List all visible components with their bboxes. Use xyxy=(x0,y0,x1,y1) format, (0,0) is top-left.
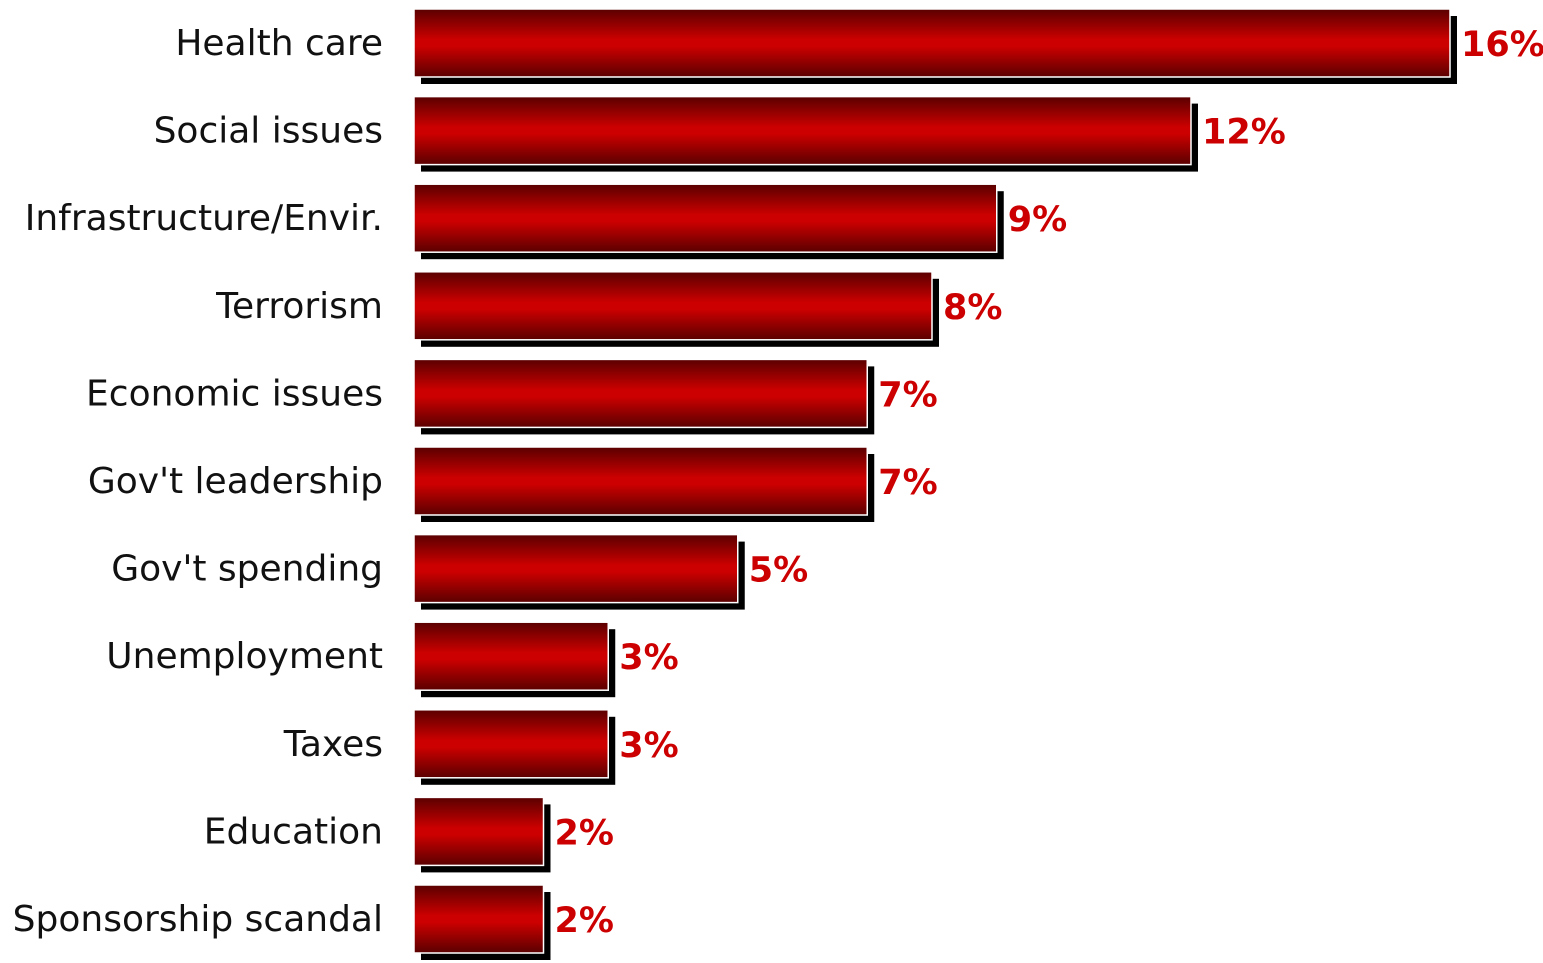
value-label: 7% xyxy=(878,463,937,503)
category-label: Infrastructure/Envir. xyxy=(25,198,383,239)
category-label: Health care xyxy=(175,23,383,64)
bar xyxy=(413,446,868,516)
bar xyxy=(413,796,545,867)
bar xyxy=(413,358,868,429)
value-label: 8% xyxy=(943,288,1002,328)
value-label: 5% xyxy=(749,551,808,591)
bar xyxy=(413,8,1451,78)
bar xyxy=(413,533,739,604)
category-label: Gov't leadership xyxy=(88,461,383,502)
value-label: 7% xyxy=(878,375,937,415)
bar xyxy=(413,183,998,253)
category-label: Education xyxy=(204,811,383,852)
value-label: 12% xyxy=(1202,113,1286,153)
bar xyxy=(413,621,609,691)
value-labels: 16% 12% 9% 8% 7% 7% 5% 3% 3% 2% 2% xyxy=(555,25,1543,941)
bar xyxy=(413,271,933,341)
category-label: Social issues xyxy=(154,111,383,152)
category-label: Terrorism xyxy=(215,286,383,327)
category-label: Economic issues xyxy=(86,373,383,414)
value-label: 2% xyxy=(555,901,614,941)
bars-layer xyxy=(413,8,1457,960)
bar xyxy=(413,884,545,954)
value-label: 9% xyxy=(1008,200,1067,240)
category-label: Taxes xyxy=(283,724,383,765)
value-label: 3% xyxy=(619,638,678,678)
category-labels: Health care Social issues Infrastructure/E… xyxy=(13,23,383,940)
bar xyxy=(413,709,609,779)
value-label: 16% xyxy=(1461,25,1543,65)
category-label: Sponsorship scandal xyxy=(13,899,383,940)
category-label: Gov't spending xyxy=(111,549,383,590)
value-label: 3% xyxy=(619,726,678,766)
value-label: 2% xyxy=(555,813,614,853)
category-label: Unemployment xyxy=(106,636,383,677)
bar xyxy=(413,95,1192,166)
